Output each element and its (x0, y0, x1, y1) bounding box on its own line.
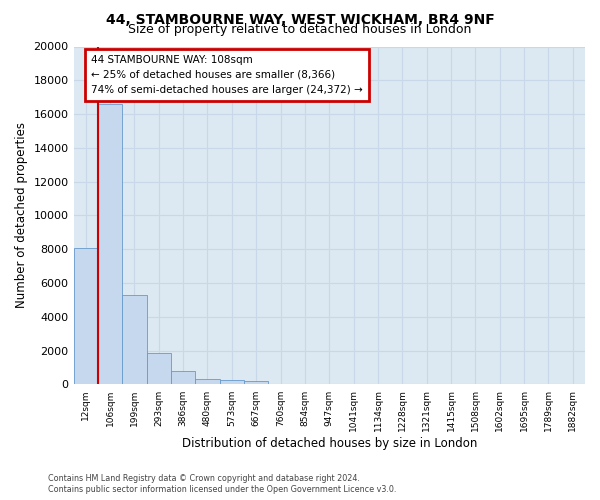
Bar (220, 380, 244, 384)
X-axis label: Distribution of detached houses by size in London: Distribution of detached houses by size … (182, 437, 477, 450)
Bar (98, 104, 122, 384)
Text: 44, STAMBOURNE WAY, WEST WICKHAM, BR4 9NF: 44, STAMBOURNE WAY, WEST WICKHAM, BR4 9N… (106, 12, 494, 26)
Text: 44 STAMBOURNE WAY: 108sqm
← 25% of detached houses are smaller (8,366)
74% of se: 44 STAMBOURNE WAY: 108sqm ← 25% of detac… (91, 55, 363, 94)
Bar (122, 295, 146, 384)
Text: Size of property relative to detached houses in London: Size of property relative to detached ho… (128, 22, 472, 36)
Bar (146, 353, 171, 384)
Text: Contains HM Land Registry data © Crown copyright and database right 2024.
Contai: Contains HM Land Registry data © Crown c… (48, 474, 397, 494)
Bar (74, 248, 98, 384)
Bar (196, 378, 220, 384)
Y-axis label: Number of detached properties: Number of detached properties (15, 122, 28, 308)
Bar (171, 371, 196, 384)
Bar (244, 380, 268, 384)
